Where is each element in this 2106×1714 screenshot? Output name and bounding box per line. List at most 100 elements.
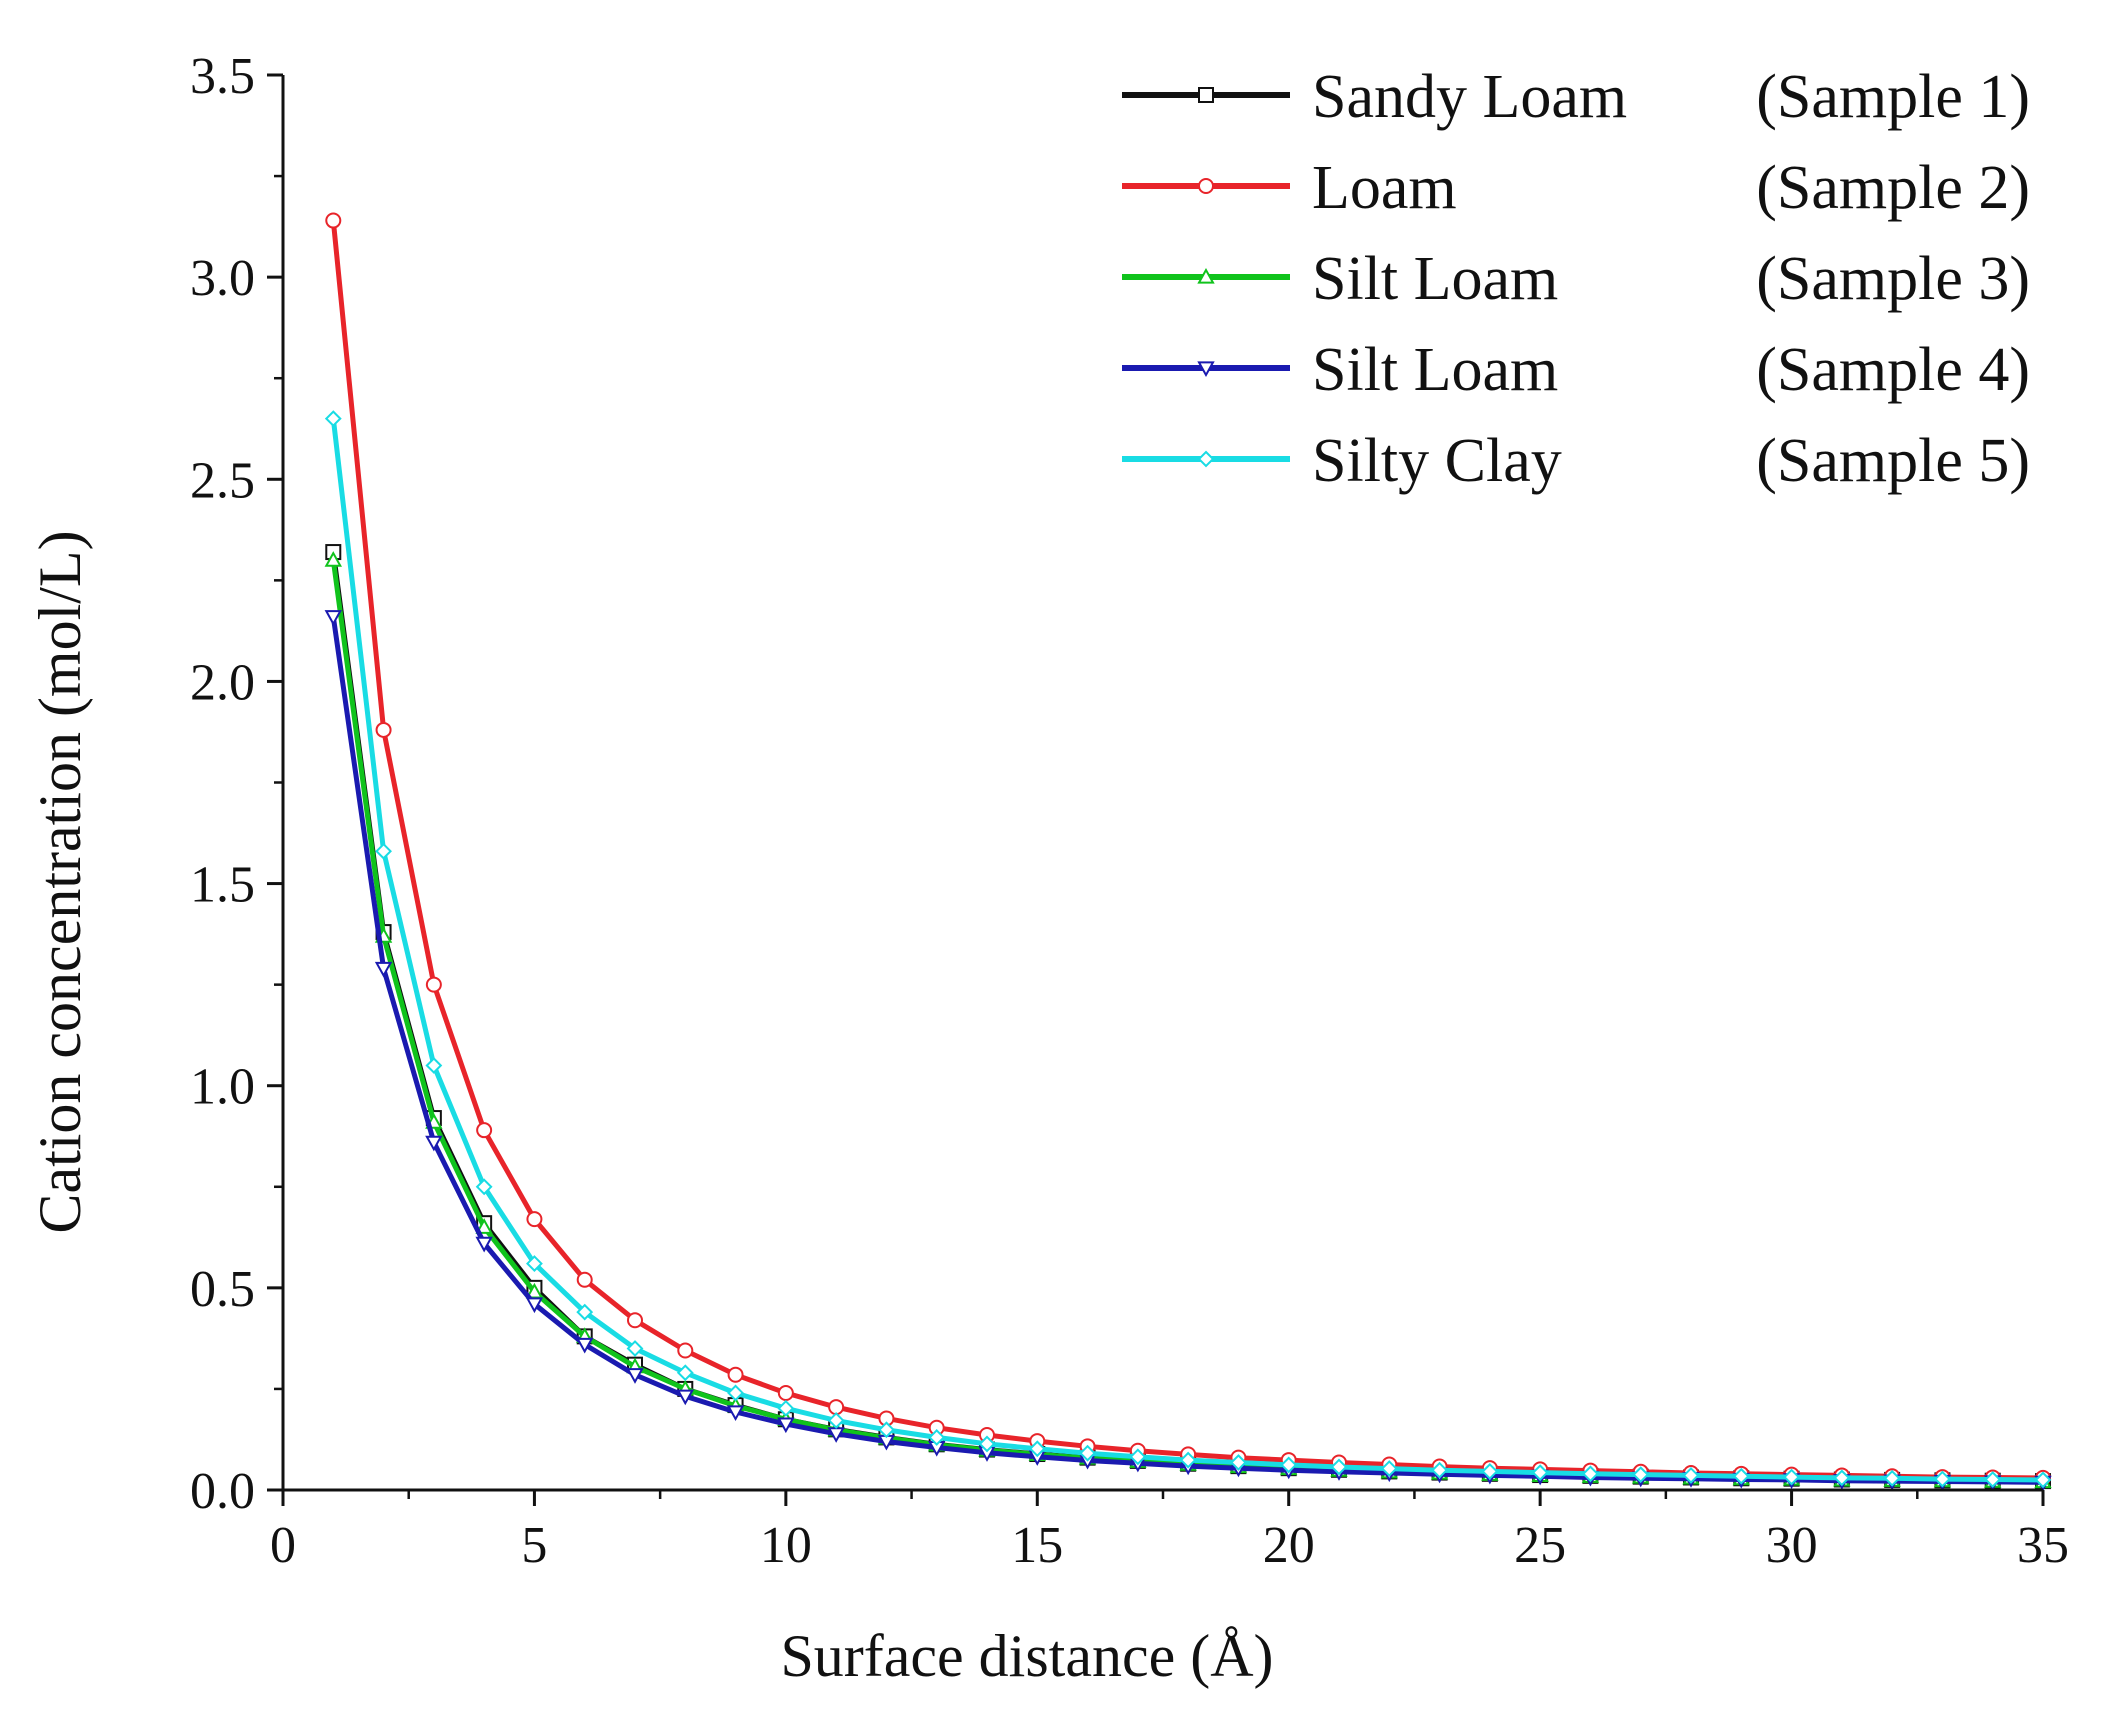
data-point	[626, 1368, 644, 1384]
data-point	[1179, 1451, 1197, 1469]
legend-item: Loam (Sample 2)	[1122, 154, 2030, 222]
legend-label: Sandy Loam	[1312, 63, 1627, 131]
data-point	[1079, 1444, 1096, 1462]
data-point	[425, 1135, 443, 1152]
data-point	[827, 1412, 845, 1429]
y-tick-label: 0.0	[190, 1463, 255, 1520]
data-point	[626, 1340, 644, 1357]
y-tick-label: 3.0	[190, 250, 255, 307]
legend-item: Sandy Loam (Sample 1)	[1122, 63, 2030, 131]
legend-sample: (Sample 1)	[1756, 63, 2030, 131]
x-tick-label: 0	[270, 1517, 296, 1574]
x-tick-label: 20	[1263, 1517, 1315, 1574]
series-5	[324, 410, 2052, 1489]
data-point	[1783, 1468, 1800, 1486]
data-point	[525, 1297, 544, 1314]
legend-sample: (Sample 3)	[1756, 245, 2030, 313]
legend-item: Silt Loam (Sample 3)	[1122, 245, 2030, 313]
x-tick-label: 25	[1514, 1517, 1566, 1574]
series-layer	[324, 212, 2052, 1492]
legend-item: Silty Clay (Sample 5)	[1122, 427, 2030, 495]
series-4	[324, 610, 2052, 1492]
data-point	[324, 410, 342, 428]
data-point	[1934, 1470, 1951, 1488]
data-point	[1833, 1469, 1851, 1487]
data-point	[828, 1399, 845, 1416]
y-axis-title: Cation concentration (mol/L)	[27, 530, 93, 1233]
data-point	[1380, 1460, 1398, 1477]
data-point	[475, 1218, 493, 1234]
data-point	[1129, 1448, 1147, 1466]
y-tick-label: 3.5	[190, 48, 255, 105]
data-point	[526, 1255, 543, 1273]
data-point	[928, 1429, 946, 1446]
data-point	[1230, 1454, 1247, 1471]
data-point	[425, 976, 442, 993]
legend-label: Loam	[1312, 154, 1457, 222]
data-point	[878, 1421, 895, 1439]
x-tick-label: 35	[2017, 1517, 2069, 1574]
data-point	[1582, 1465, 1599, 1483]
legend-sample: (Sample 5)	[1756, 427, 2030, 495]
series-line	[330, 616, 2044, 1485]
y-tick-label: 1.5	[190, 857, 255, 914]
x-tick-label: 5	[521, 1517, 547, 1574]
legend-marker	[1198, 178, 1214, 194]
data-point	[777, 1384, 794, 1401]
x-tick-label: 30	[1766, 1517, 1818, 1574]
data-point	[576, 1271, 593, 1288]
legend-marker	[1197, 361, 1215, 378]
axes: 0 5 10 15 20 25 30 35 0.0 0.5 1.0 1.5 2.0 2.5 3.0 3.5	[190, 48, 2069, 1574]
data-point	[475, 1236, 493, 1253]
legend-label: Silt Loam	[1312, 336, 1558, 404]
y-tick-label: 2.5	[190, 452, 255, 509]
data-point	[1481, 1462, 1499, 1480]
data-point	[1280, 1456, 1298, 1474]
series-line	[330, 418, 2044, 1483]
data-point	[576, 1337, 594, 1354]
data-point	[1531, 1464, 1549, 1482]
legend-sample: (Sample 4)	[1756, 336, 2030, 404]
data-point	[475, 1178, 493, 1196]
data-point	[375, 842, 392, 860]
data-point	[1984, 1471, 2002, 1488]
data-point	[1632, 1466, 1650, 1484]
data-point	[1732, 1467, 1750, 1485]
data-point	[676, 1389, 694, 1406]
legend-sample: (Sample 2)	[1756, 154, 2030, 222]
series-2	[325, 212, 2051, 1486]
data-point	[978, 1435, 996, 1453]
legend: Sandy Loam (Sample 1) Loam (Sample 2) Silt L…	[1122, 63, 2030, 495]
data-point	[727, 1366, 744, 1383]
x-axis-title: Surface distance (Å)	[780, 1623, 1273, 1689]
data-point	[777, 1399, 795, 1417]
data-point	[1682, 1467, 1700, 1484]
data-point	[374, 961, 393, 978]
data-point	[325, 212, 342, 229]
legend-item: Silt Loam (Sample 4)	[1122, 336, 2030, 404]
legend-marker	[1197, 267, 1215, 284]
x-tick-label: 10	[760, 1517, 812, 1574]
data-point	[726, 1405, 745, 1422]
data-point	[425, 1057, 443, 1074]
data-point	[1028, 1440, 1046, 1458]
data-point	[1431, 1461, 1448, 1479]
data-point	[324, 551, 342, 567]
series-line	[330, 220, 2044, 1481]
data-point	[375, 721, 392, 738]
data-point	[1883, 1469, 1901, 1487]
data-point	[2034, 1471, 2052, 1489]
data-point	[324, 610, 342, 626]
data-point	[1330, 1458, 1348, 1476]
y-tick-label: 1.0	[190, 1059, 255, 1116]
data-point	[676, 1364, 694, 1382]
data-point	[526, 1211, 543, 1228]
data-point	[727, 1384, 744, 1402]
y-tick-label: 0.5	[190, 1261, 255, 1318]
data-point	[677, 1342, 694, 1359]
x-tick-label: 15	[1011, 1517, 1063, 1574]
legend-marker	[1197, 450, 1215, 468]
data-point	[777, 1417, 795, 1434]
legend-label: Silt Loam	[1312, 245, 1558, 313]
